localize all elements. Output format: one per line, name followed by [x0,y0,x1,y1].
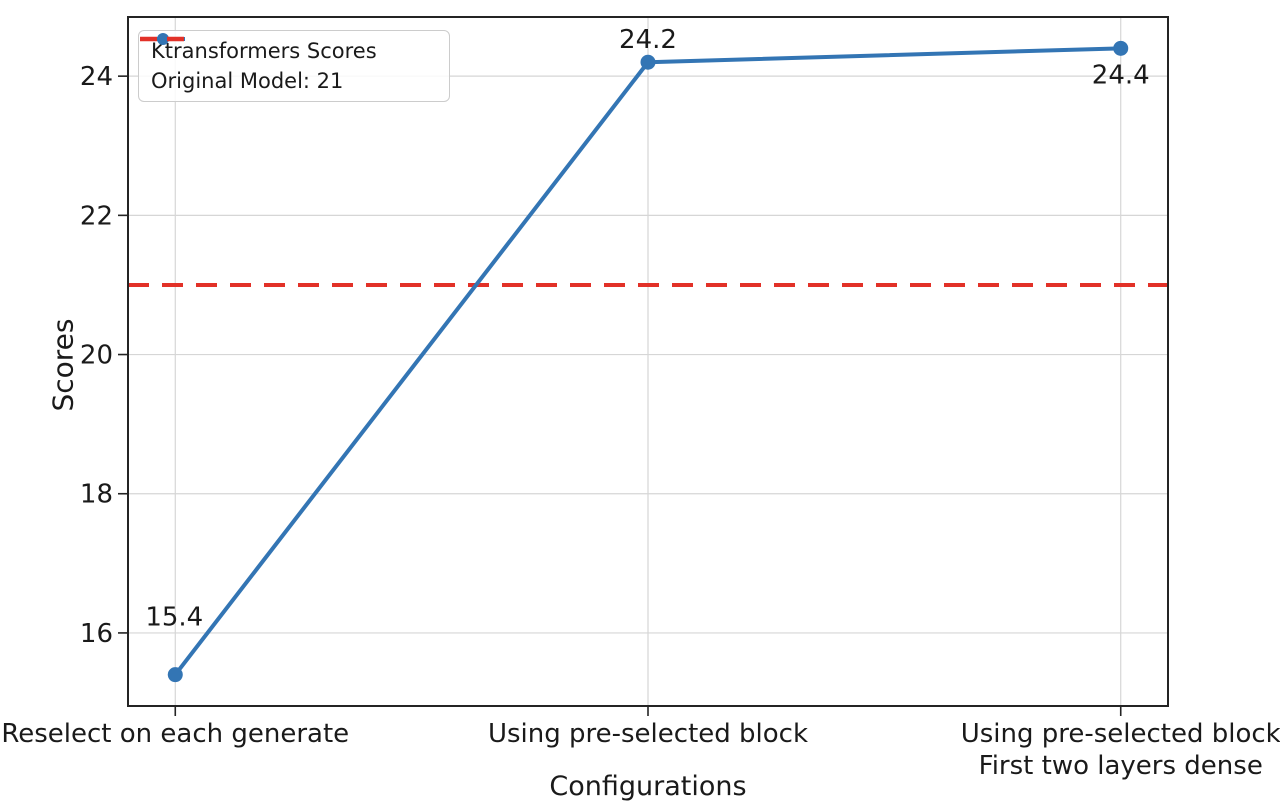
series-line [167,40,1129,683]
dashed-line-swatch-icon [140,36,186,42]
data-value-label: 15.4 [145,603,203,633]
legend: Ktransformers Scores Original Model: 21 [138,30,450,102]
y-tick-label: 16 [80,619,113,649]
legend-item-reference: Original Model: 21 [140,36,437,93]
data-point-labels: 15.4 24.2 24.4 [145,25,1149,632]
data-point-marker [1113,40,1129,56]
legend-item-series: Ktransformers Scores [141,33,437,63]
x-axis-title: Configurations [549,771,747,802]
x-tick-label: First two layers dense [979,751,1263,781]
axis-tick-marks [118,75,1122,716]
legend-label-series: Ktransformers Scores [151,39,377,63]
data-point-marker [640,54,656,70]
x-tick-label: Reselect on each generate [1,719,349,749]
legend-label-reference: Original Model: 21 [151,69,344,93]
y-tick-label: 22 [80,201,113,231]
y-tick-label: 18 [80,480,113,510]
gridlines [128,17,1168,706]
x-tick-label: Using pre-selected block [961,719,1280,749]
y-tick-label: 24 [80,62,113,92]
data-value-label: 24.4 [1092,60,1150,90]
x-tick-label: Using pre-selected block [488,719,808,749]
data-point-marker [167,667,183,683]
y-tick-labels: 16 18 20 22 24 [80,62,113,649]
data-value-label: 24.2 [619,25,677,55]
y-tick-label: 20 [80,341,113,371]
y-axis-title: Scores [46,318,80,412]
x-tick-labels: Reselect on each generate Using pre-selec… [1,719,1280,781]
